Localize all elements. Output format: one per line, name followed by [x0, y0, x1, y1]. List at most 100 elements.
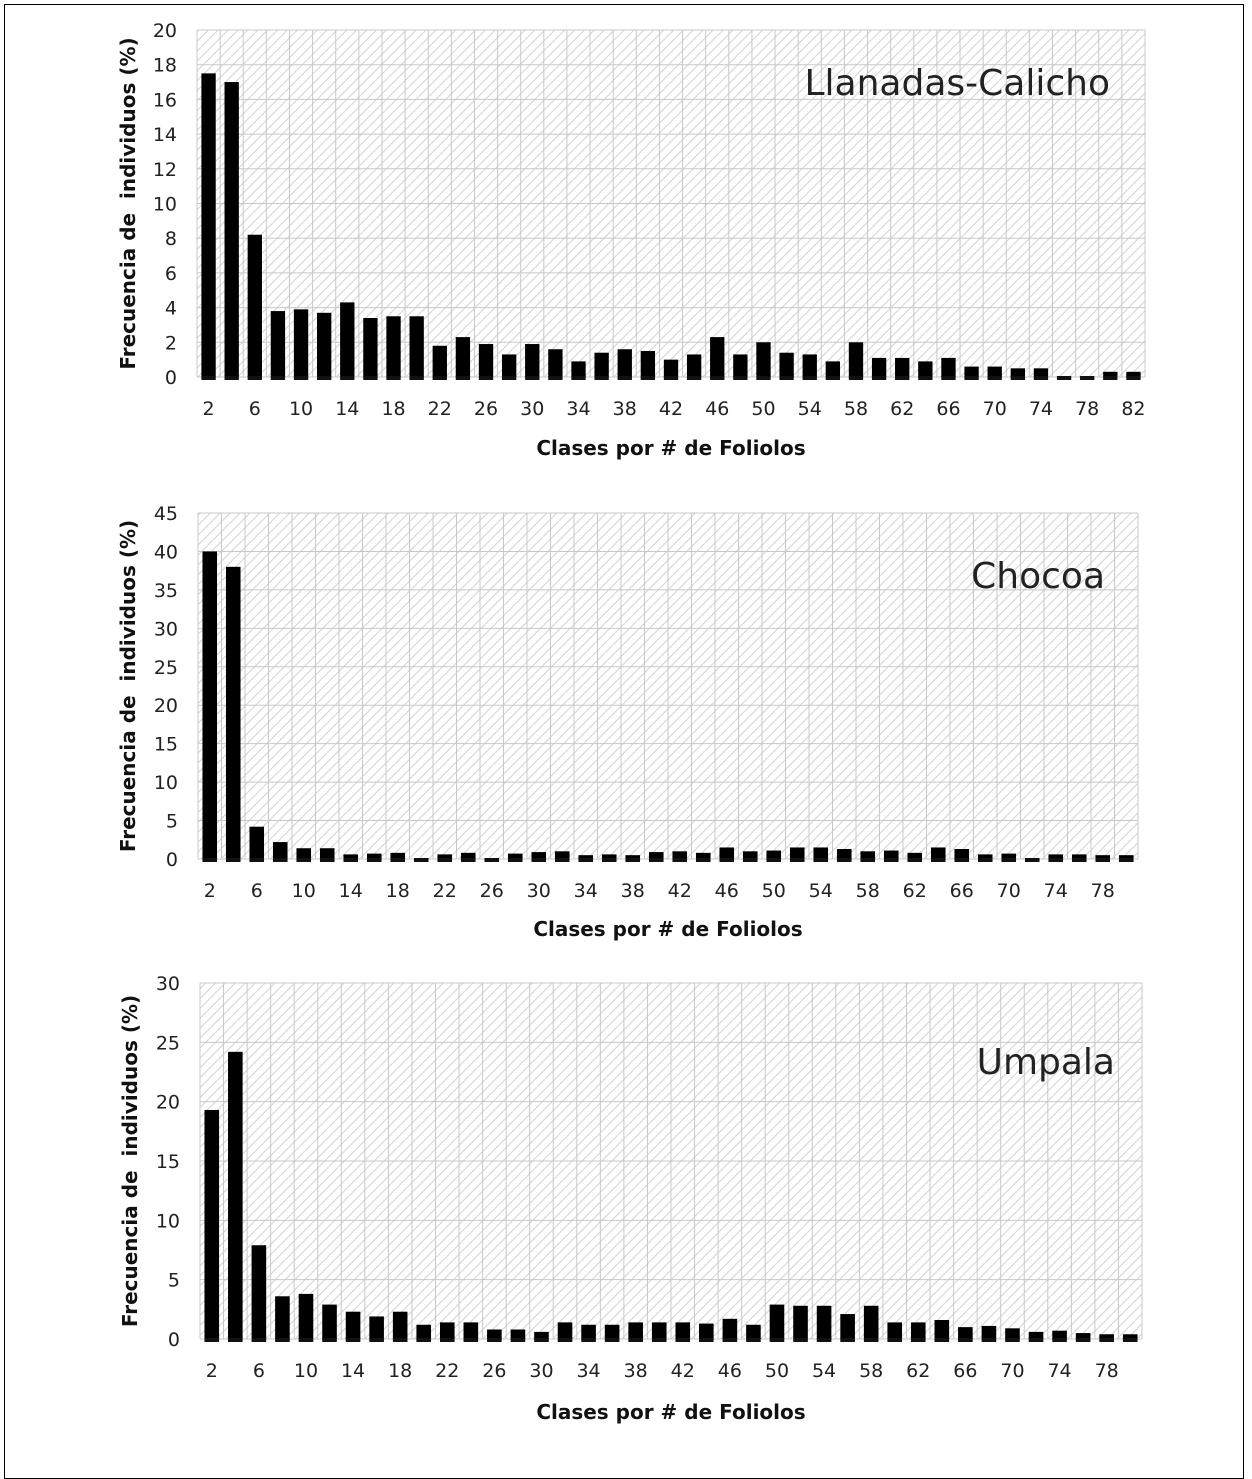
y-tick-label: 20 [154, 695, 178, 717]
bar-base-40 [651, 1338, 667, 1342]
bar-base-58 [848, 376, 864, 380]
bar-28 [510, 1329, 526, 1339]
chart-title: Umpala [977, 1042, 1115, 1083]
bar-base-70 [1001, 858, 1017, 862]
bar-72 [1010, 368, 1025, 377]
bar-base-30 [525, 376, 540, 380]
bar-60 [883, 850, 899, 859]
bar-base-10 [293, 376, 309, 380]
bar-10 [298, 1293, 314, 1339]
x-tick-label: 18 [381, 398, 405, 420]
bar-58 [848, 342, 864, 377]
bar-64 [918, 361, 933, 377]
bar-base-14 [343, 858, 359, 862]
bar-base-80 [1103, 376, 1118, 380]
bar-base-26 [484, 858, 500, 862]
bar-base-50 [756, 376, 771, 380]
y-axis-label: Frecuencia de individuos (%) [116, 520, 140, 852]
bar-24 [455, 337, 471, 377]
bar-base-48 [742, 858, 758, 862]
x-tick-label: 66 [936, 398, 960, 420]
bar-12 [317, 312, 332, 377]
bar-base-52 [779, 376, 794, 380]
bar-base-56 [840, 1338, 855, 1342]
bar-38 [625, 855, 641, 859]
y-tick-label: 30 [156, 973, 180, 995]
bar-base-18 [392, 1338, 408, 1342]
x-tick-labels: 2 6 10 14 18 22 26 30 34 38 42 46 50 54 58 62 66 70 74 78 82 [203, 398, 1146, 420]
bar-base-24 [460, 858, 476, 862]
bar-base-32 [557, 1338, 573, 1342]
y-tick-label: 20 [153, 20, 177, 42]
bar-60 [871, 357, 887, 377]
bar-34 [578, 855, 594, 859]
bar-74 [1033, 368, 1049, 377]
bar-28 [507, 853, 523, 859]
bar-20 [416, 1324, 432, 1339]
x-tick-label: 34 [576, 1360, 600, 1382]
bar-base-52 [793, 1338, 808, 1342]
x-tick-label: 18 [386, 880, 410, 902]
y-tick-label: 20 [156, 1092, 180, 1114]
bar-base-16 [366, 858, 382, 862]
bar-base-30 [531, 858, 547, 862]
bar-40 [640, 350, 656, 377]
bar-base-28 [507, 858, 523, 862]
y-tick-label: 14 [153, 124, 177, 146]
x-tick-label: 6 [253, 1360, 265, 1382]
y-tick-label: 4 [165, 298, 177, 320]
y-tick-label: 10 [156, 1210, 180, 1232]
bar-8 [270, 311, 286, 377]
bar-base-62 [907, 858, 923, 862]
bar-10 [296, 848, 312, 859]
bar-base-52 [789, 858, 805, 862]
bar-28 [501, 354, 517, 377]
bar-24 [460, 852, 476, 859]
bar-base-42 [663, 376, 679, 380]
bar-base-80 [1122, 1338, 1138, 1342]
x-tick-label: 6 [249, 398, 261, 420]
y-tick-label: 35 [154, 580, 178, 602]
x-tick-label: 54 [812, 1360, 836, 1382]
gridlines [197, 512, 1139, 860]
bar-56 [825, 361, 841, 377]
bar-base-26 [478, 376, 494, 380]
bar-62 [895, 357, 910, 377]
bar-base-76 [1071, 858, 1087, 862]
y-tick-label: 45 [154, 503, 178, 525]
bar-base-6 [251, 1338, 267, 1342]
bar-74 [1048, 854, 1064, 859]
y-tick-label: 15 [156, 1151, 180, 1173]
x-tick-label: 10 [294, 1360, 318, 1382]
x-tick-label: 26 [480, 880, 504, 902]
x-tick-label: 46 [705, 398, 729, 420]
bar-42 [672, 851, 688, 859]
x-tick-label: 42 [668, 880, 692, 902]
bar-base-60 [883, 858, 899, 862]
bar-44 [686, 354, 702, 377]
bar-34 [571, 361, 586, 377]
x-tick-label: 78 [1095, 1360, 1119, 1382]
bar-70 [1001, 853, 1017, 859]
bar-base-78 [1080, 376, 1095, 380]
bar-base-38 [617, 376, 632, 380]
bar-base-72 [1028, 1338, 1044, 1342]
bar-64 [930, 847, 946, 859]
bar-18 [386, 316, 401, 377]
bar-14 [345, 1311, 361, 1339]
x-axis-label: Clases por # de Foliolos [533, 917, 802, 941]
bar-16 [369, 1316, 384, 1339]
bars [204, 1051, 1138, 1342]
x-tick-label: 2 [206, 1360, 218, 1382]
bar-42 [663, 359, 679, 377]
bar-base-20 [413, 858, 429, 862]
bar-base-50 [769, 1338, 785, 1342]
bar-52 [793, 1305, 808, 1339]
bar-base-46 [722, 1338, 738, 1342]
bar-base-68 [977, 858, 993, 862]
x-tick-label: 58 [844, 398, 868, 420]
bar-80 [1122, 1334, 1138, 1339]
bar-base-44 [695, 858, 711, 862]
bar-base-22 [437, 858, 453, 862]
